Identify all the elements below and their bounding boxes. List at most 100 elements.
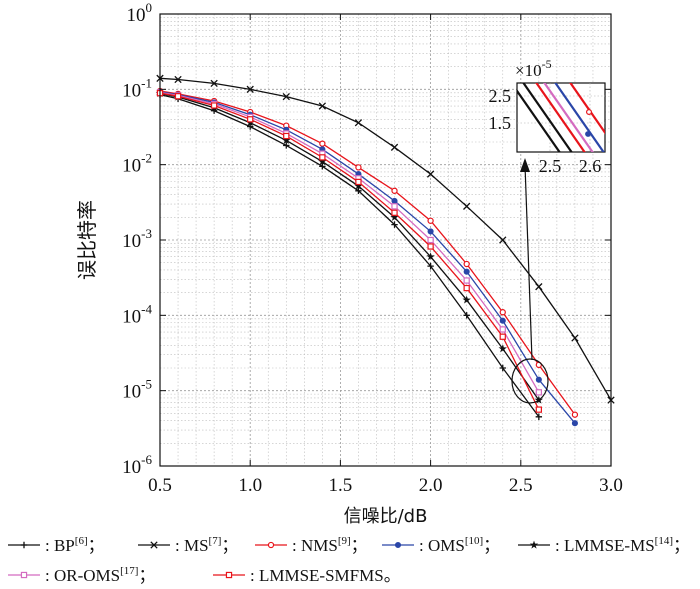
data-point	[391, 187, 398, 194]
series-lmmse-ms	[155, 89, 544, 404]
x-tick-label: 2.5	[509, 475, 533, 496]
data-point	[225, 571, 233, 579]
data-point	[247, 116, 254, 123]
zoom-ellipse	[511, 358, 549, 404]
data-point	[319, 140, 326, 147]
data-point	[246, 85, 254, 93]
data-point	[427, 262, 434, 270]
series-line	[159, 92, 540, 401]
inset-y-tick-label: 2.5	[489, 86, 512, 106]
x-tick-label: 2.0	[419, 475, 443, 496]
data-point	[394, 541, 402, 549]
data-point	[499, 317, 506, 324]
data-point	[426, 170, 435, 178]
y-tick-label: 10-3	[122, 226, 152, 252]
x-tick-label: 0.5	[148, 475, 172, 496]
legend-label: : MS[7]；	[175, 535, 238, 555]
data-point	[318, 102, 327, 110]
data-point	[150, 541, 158, 549]
inset-series-line	[517, 89, 561, 152]
data-point	[319, 163, 326, 170]
x-tick-label: 3.0	[599, 475, 623, 496]
legend-item-oms: : OMS[10]；	[382, 535, 500, 555]
data-point	[391, 203, 398, 210]
inset-series-line	[554, 83, 605, 152]
series-line	[159, 77, 612, 401]
data-point	[499, 236, 507, 244]
data-point	[585, 108, 592, 115]
data-point	[463, 202, 471, 210]
series-or-oms	[156, 89, 543, 396]
data-point	[210, 79, 218, 88]
legend-label: : LMMSE-MS[14]；	[555, 535, 690, 555]
data-point	[463, 284, 470, 292]
data-point	[535, 389, 543, 396]
legend: : BP[6]； : MS[7]； : NMS[9]； : OMS[10]； : LMM…	[8, 535, 690, 585]
data-point	[499, 326, 506, 333]
y-tick-label: 10-4	[122, 301, 152, 327]
data-point	[319, 154, 326, 161]
data-point	[283, 142, 290, 149]
data-point	[391, 221, 398, 228]
x-tick-label: 1.5	[329, 475, 353, 496]
inset-series-line	[522, 83, 573, 152]
data-point	[463, 277, 470, 284]
legend-item-nms: : NMS[9]；	[255, 535, 368, 555]
zoom-inset: 2.5 1.5 2.5 2.6 ×10-5	[489, 57, 606, 176]
data-point	[571, 411, 579, 418]
data-point	[354, 119, 363, 127]
data-point	[267, 541, 275, 549]
legend-item-ms: : MS[7]；	[138, 535, 238, 555]
zoom-arrow-head	[520, 158, 530, 172]
data-point	[462, 295, 471, 304]
data-point	[499, 333, 506, 340]
grid-lines	[160, 14, 611, 466]
data-point	[427, 236, 434, 244]
series-line	[159, 92, 540, 410]
data-point	[355, 187, 362, 194]
y-tick-label: 10-1	[122, 75, 152, 101]
data-point	[390, 212, 399, 221]
legend-label: : OR-OMS[17]；	[45, 565, 155, 585]
data-point	[391, 197, 398, 204]
data-point	[391, 209, 398, 216]
inset-y-tick-label: 1.5	[489, 113, 512, 133]
data-point	[499, 364, 506, 372]
data-point	[535, 376, 542, 383]
legend-item-lmmse-smfms: : LMMSE-SMFMS。	[213, 566, 401, 585]
data-point	[20, 571, 28, 579]
data-point	[585, 131, 591, 137]
data-point	[174, 75, 182, 84]
inset-series-line	[569, 83, 605, 135]
series-line	[159, 91, 540, 393]
data-point	[535, 413, 543, 420]
inset-exponent-label: ×10-5	[515, 57, 552, 80]
series-bp	[156, 91, 543, 420]
series-ms	[156, 74, 615, 404]
data-point	[174, 93, 182, 100]
inset-lines	[517, 83, 605, 152]
zoom-annotation	[511, 158, 549, 404]
legend-label: : LMMSE-SMFMS。	[250, 566, 401, 585]
y-tick-label: 100	[127, 0, 153, 26]
legend-item-bp: : BP[6]；	[8, 535, 105, 555]
inset-series-line	[543, 83, 594, 152]
legend-item-or-oms: : OR-OMS[17]；	[8, 565, 155, 585]
data-point	[355, 164, 362, 171]
y-tick-label: 10-2	[122, 151, 152, 177]
data-point	[463, 260, 470, 268]
data-point	[355, 178, 362, 186]
data-point	[282, 135, 291, 144]
data-point	[283, 132, 290, 140]
legend-item-lmmse-ms: : LMMSE-MS[14]；	[518, 535, 690, 555]
data-point	[427, 243, 434, 250]
data-point	[427, 217, 434, 224]
data-point	[535, 283, 543, 291]
inset-x-tick-label: 2.5	[539, 156, 562, 176]
legend-label: : NMS[9]；	[292, 535, 368, 555]
data-point	[427, 228, 434, 235]
data-point	[210, 102, 218, 109]
series-oms	[156, 88, 578, 427]
data-point	[535, 406, 543, 413]
